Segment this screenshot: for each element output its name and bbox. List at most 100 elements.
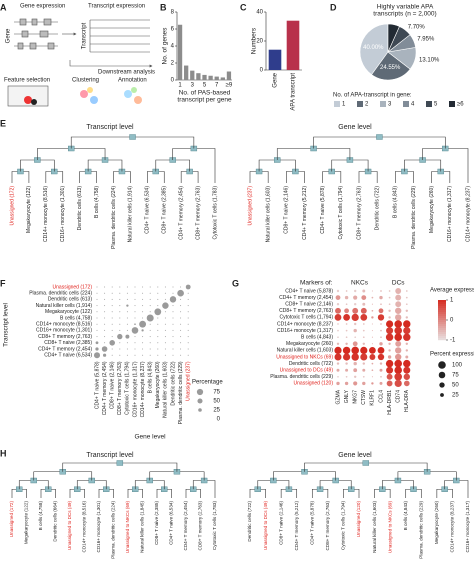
dot — [149, 336, 151, 338]
dot — [126, 342, 128, 344]
panel-letter: G — [232, 278, 239, 288]
dot — [134, 311, 136, 313]
dot — [180, 298, 182, 300]
legend-dot — [198, 408, 202, 412]
col-label: GNLY — [344, 389, 350, 403]
leaf-label: CD4+ T memory (5,212) — [294, 501, 299, 551]
dot — [154, 308, 162, 316]
dot — [157, 342, 159, 344]
row-label: Megakaryocyte (260) — [286, 341, 333, 347]
dot — [334, 346, 342, 355]
dot — [394, 326, 403, 335]
dot — [187, 305, 189, 307]
x-axis-label: No. of PAS-based — [179, 90, 231, 97]
dot — [180, 354, 182, 356]
dot — [149, 348, 151, 350]
legend-label: 25 — [452, 393, 459, 399]
tree-branch — [422, 148, 469, 183]
dot — [180, 342, 182, 344]
dot — [337, 323, 339, 325]
leaf-label: B cells (4,843) — [403, 501, 408, 531]
leaf-label: Natural killer cells (1,914) — [128, 186, 134, 243]
dot — [134, 348, 136, 350]
leaf-label: CD8+ T memory (2,763) — [195, 186, 201, 240]
col-label: CD14+ monocyte (8,237) — [140, 361, 146, 417]
colorbar — [438, 336, 446, 339]
dot — [180, 305, 182, 307]
col-label: CD8+ T naive (2,146) — [110, 361, 116, 409]
dot — [96, 305, 98, 307]
dot — [93, 352, 101, 359]
legend-label: 75 — [213, 390, 220, 396]
leaf-label: B cells (4,843) — [393, 186, 399, 218]
dot — [387, 355, 392, 359]
leaf-label: Megakaryocyte (122) — [26, 186, 32, 233]
dot — [385, 333, 394, 341]
dot — [395, 340, 402, 347]
leaf-label: CD16+ monocyte (1,301) — [60, 186, 66, 242]
colorbar — [438, 326, 446, 329]
dot — [142, 286, 144, 288]
dot — [405, 290, 408, 292]
dot — [131, 327, 139, 334]
pie-slice — [359, 23, 389, 76]
leaf-label: Unassigned (237) — [247, 186, 253, 226]
dot — [187, 292, 189, 294]
colorbar — [438, 310, 446, 313]
dot — [172, 348, 174, 350]
legend-label: 25 — [213, 408, 220, 414]
dot — [101, 346, 108, 352]
dot — [362, 289, 366, 293]
dot — [405, 303, 408, 306]
dot — [403, 333, 411, 341]
dot — [142, 348, 144, 350]
dot — [142, 354, 144, 356]
dot — [111, 323, 113, 325]
col-label: Dendritic cells (722) — [170, 361, 176, 406]
legend-swatch — [380, 101, 386, 107]
dot — [360, 346, 368, 355]
dot — [157, 317, 159, 319]
bar — [226, 71, 232, 80]
leaf-label: Cytotoxic T cells (1,794) — [341, 501, 346, 551]
dot — [141, 329, 144, 332]
y-tick-label: 6 — [171, 27, 175, 33]
row-label: Cytotoxic T cells (1,794) — [280, 315, 334, 321]
dot — [394, 373, 403, 381]
y-tick-label: 40 — [256, 10, 263, 16]
dot — [362, 336, 365, 339]
dot — [164, 286, 166, 288]
x-tick-label: 1 — [178, 83, 182, 89]
dot — [172, 342, 174, 344]
leaf-label: CD16+ monocyte (1,301) — [96, 501, 101, 553]
dot — [362, 375, 365, 378]
x-axis-label: Gene level — [134, 434, 166, 441]
dot — [142, 292, 144, 294]
dot — [344, 295, 349, 300]
dot — [379, 295, 383, 300]
tree-title: Gene level — [338, 124, 372, 131]
dot — [337, 329, 339, 332]
dot — [371, 303, 373, 305]
colorbar-label: -1 — [450, 338, 456, 344]
legend-swatch — [357, 101, 363, 107]
dot — [164, 292, 166, 294]
dot — [371, 369, 374, 372]
panel-letter: B — [160, 2, 167, 12]
dot — [352, 341, 358, 347]
dot — [379, 342, 383, 346]
panel-letter: A — [0, 2, 7, 12]
dot — [109, 340, 115, 346]
dot — [169, 296, 177, 303]
dot — [172, 305, 174, 307]
label: Transcript expression — [88, 4, 145, 10]
legend-dot — [197, 398, 203, 404]
dot — [380, 336, 382, 339]
dot — [369, 354, 376, 360]
col-label: CD74 — [396, 390, 402, 403]
dot — [104, 323, 106, 325]
dot — [162, 302, 169, 309]
dot — [157, 298, 159, 300]
dot — [126, 286, 128, 288]
